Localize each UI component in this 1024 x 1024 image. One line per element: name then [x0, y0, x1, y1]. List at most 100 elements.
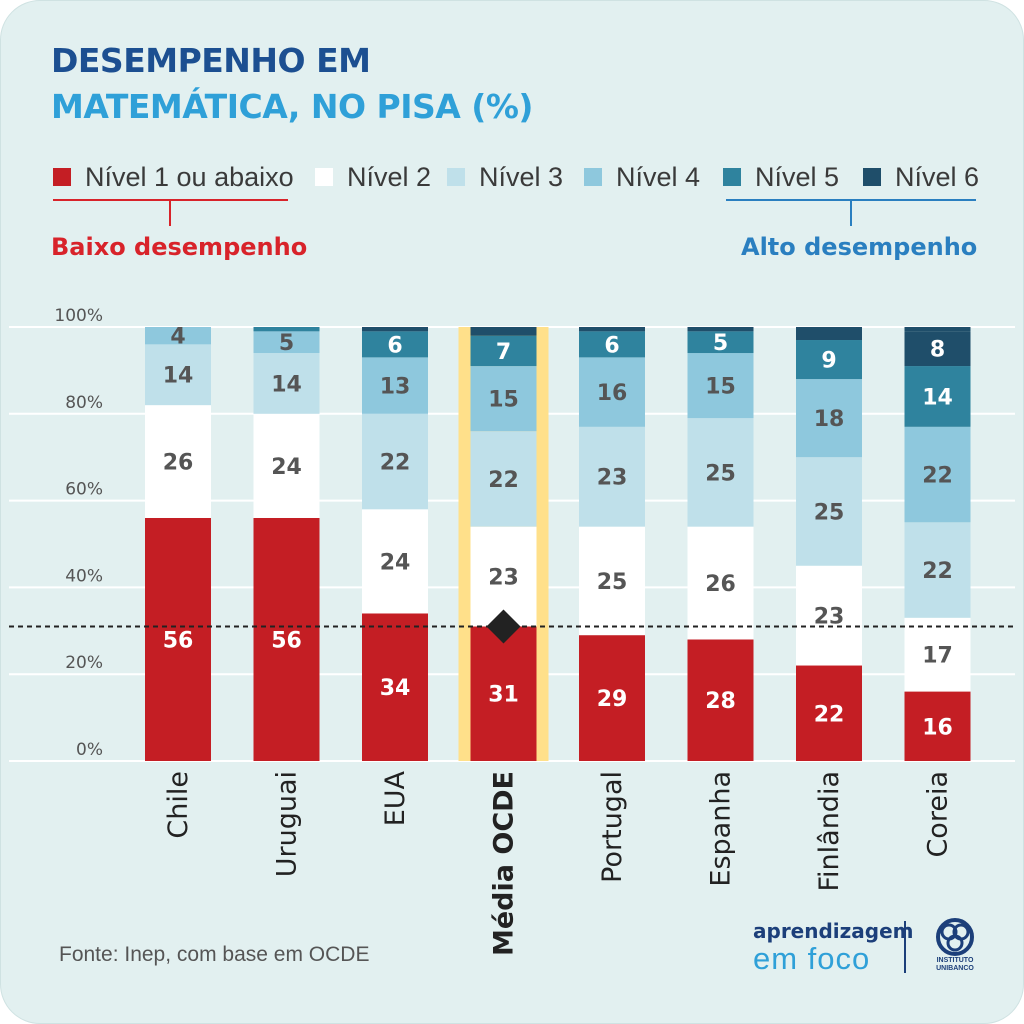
legend-item: Nível 6 [863, 161, 979, 193]
logo-org-line1: INSTITUTO [936, 957, 974, 964]
legend-swatch [863, 168, 881, 186]
data-label: 31 [488, 683, 519, 708]
category-label: Coreia [923, 771, 954, 858]
bar-segment [145, 327, 211, 345]
data-label: 14 [271, 372, 302, 397]
data-label: 4 [170, 325, 185, 350]
logo-line1: aprendizagem [753, 919, 914, 943]
data-label: 6 [387, 333, 402, 358]
data-label: 15 [488, 388, 519, 413]
bar-segment [904, 691, 971, 761]
legend-item: Nível 1 ou abaixo [53, 161, 294, 193]
high-performance-label: Alto desempenho [741, 233, 978, 261]
logo-line2: em foco [753, 941, 871, 976]
legend-swatch [315, 168, 333, 186]
chart-title-line2: MATEMÁTICA, NO PISA (%) [51, 87, 534, 126]
bar-segment [362, 357, 428, 414]
bar-segment [687, 526, 754, 640]
data-label: 25 [814, 500, 845, 525]
y-tick-label: 0% [76, 740, 103, 760]
data-label: 34 [380, 676, 411, 701]
data-label: 22 [922, 464, 953, 489]
category-label: Portugal [597, 771, 628, 883]
category-label: Finlândia [814, 771, 845, 892]
data-label: 24 [380, 550, 411, 575]
data-label: 26 [163, 451, 194, 476]
bar-segment [579, 357, 645, 427]
reference-marker [486, 609, 521, 644]
bar-segment [362, 613, 428, 761]
data-label: 8 [930, 338, 945, 363]
bar-top-cap [579, 327, 645, 332]
bar-segment [796, 457, 862, 566]
logo-divider [904, 921, 906, 973]
data-label: 56 [163, 628, 194, 653]
legend-item: Nível 3 [447, 161, 563, 193]
bar-segment [904, 522, 971, 618]
bar-segment [579, 526, 645, 636]
data-label: 9 [821, 349, 836, 374]
y-tick-label: 40% [65, 566, 103, 586]
bar-segment [362, 413, 428, 510]
bar-segment [796, 565, 862, 666]
data-label: 23 [488, 566, 519, 591]
data-label: 18 [814, 407, 845, 432]
data-label: 23 [597, 466, 628, 491]
category-label: Média OCDE [489, 771, 520, 956]
data-label: 26 [705, 572, 736, 597]
data-label: 14 [922, 385, 953, 410]
bar-top-cap [796, 327, 862, 341]
bar-segment [904, 366, 971, 427]
data-label: 22 [488, 468, 519, 493]
bar-segment [579, 331, 645, 358]
data-label: 16 [922, 715, 953, 740]
data-label: 22 [814, 702, 845, 727]
data-label: 23 [814, 605, 845, 630]
logo-org-line2: UNIBANCO [936, 965, 974, 972]
bar-top-cap [362, 327, 428, 332]
source-note: Fonte: Inep, com base em OCDE [59, 943, 370, 966]
bar-segment [470, 626, 537, 761]
data-label: 25 [597, 570, 628, 595]
bar-segment [470, 431, 537, 527]
instituto-unibanco-logo-icon [936, 918, 974, 956]
bar-segment [145, 405, 211, 518]
bar-segment [145, 517, 211, 761]
bar-top-cap [253, 327, 320, 332]
category-label: EUA [380, 770, 411, 826]
bar-segment [687, 331, 754, 354]
legend-label: Nível 2 [347, 161, 432, 192]
y-tick-label: 100% [54, 306, 103, 326]
data-label: 25 [705, 461, 736, 486]
bar-segment [904, 426, 971, 523]
legend-label: Nível 5 [755, 161, 840, 192]
data-label: 29 [597, 687, 628, 712]
bar-segment [687, 418, 754, 527]
data-label: 17 [922, 644, 953, 669]
data-label: 5 [279, 331, 294, 356]
data-label: 6 [604, 333, 619, 358]
stacked-bar-chart: 0%20%40%60%80%100%5626144Chile5624145Uru… [9, 306, 1015, 956]
bar-top-cap [687, 327, 754, 332]
category-label: Uruguai [272, 771, 303, 877]
bar-segment [362, 509, 428, 614]
bar-segment [253, 517, 320, 761]
bar-segment [253, 413, 320, 518]
bar-segment [796, 379, 862, 458]
legend-item: Nível 5 [723, 161, 839, 193]
bar-segment [470, 335, 537, 367]
bar-segment [362, 331, 428, 358]
bar-segment [796, 665, 862, 761]
data-label: 15 [705, 375, 736, 400]
bar-top-cap [470, 327, 537, 336]
bar-segment [687, 639, 754, 761]
data-label: 7 [496, 340, 511, 365]
data-label: 16 [597, 381, 628, 406]
bar-segment [145, 344, 211, 406]
bar-segment [579, 635, 645, 761]
legend-label: Nível 6 [895, 161, 980, 192]
data-label: 14 [163, 364, 194, 389]
data-label: 22 [380, 451, 411, 476]
bar-segment [253, 353, 320, 414]
